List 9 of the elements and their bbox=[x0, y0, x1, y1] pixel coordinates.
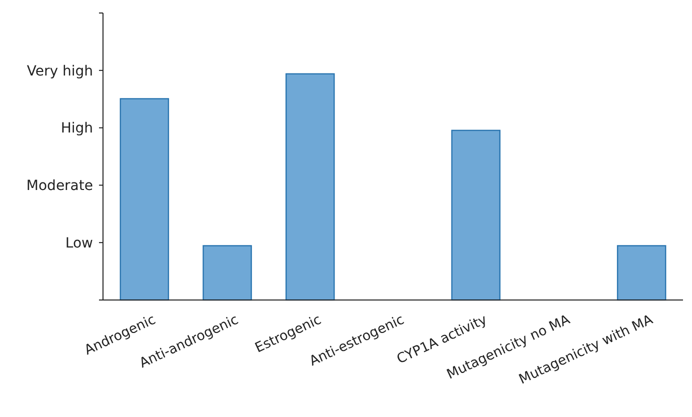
bar bbox=[286, 73, 335, 301]
text: High bbox=[60, 120, 93, 137]
bar bbox=[616, 245, 666, 301]
bar bbox=[120, 98, 170, 301]
text: Low bbox=[65, 236, 93, 252]
bar bbox=[202, 245, 252, 301]
text: Moderate bbox=[26, 178, 93, 194]
text: Very high bbox=[26, 63, 93, 80]
bar bbox=[451, 130, 500, 301]
